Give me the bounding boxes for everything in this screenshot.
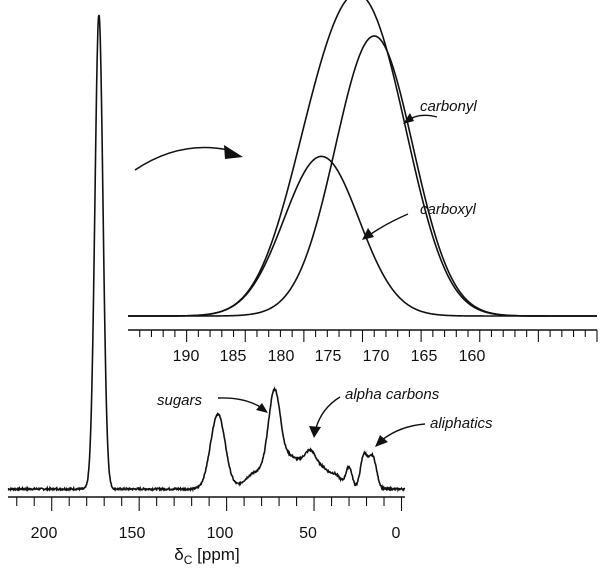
full-tick-labels: 200 150 100 50 0	[31, 525, 401, 542]
arrowhead-carboxyl	[362, 228, 374, 240]
inset-ticks	[139, 330, 598, 342]
sum-trace	[128, 0, 597, 317]
tick-label: 0	[392, 525, 401, 542]
zoom-arrowhead	[224, 145, 243, 159]
full-ticks	[16, 497, 403, 511]
annotation-carbonyl: carbonyl	[420, 98, 477, 115]
arrowhead-aliphatics	[375, 435, 388, 447]
inset-chart: 190 185 180 175 170 165 160 carbonyl car…	[128, 0, 598, 365]
arrowhead-alpha	[309, 426, 321, 438]
full-spectrum-trace	[7, 14, 406, 493]
tick-label: 175	[315, 348, 342, 365]
x-axis-title: δC [ppm]	[174, 545, 239, 567]
full-traces	[7, 14, 406, 493]
tick-label: 160	[459, 348, 486, 365]
tick-label: 190	[173, 348, 200, 365]
inset-traces	[128, 0, 597, 317]
annotation-sugars: sugars	[157, 392, 203, 409]
arrow-carboxyl	[367, 213, 409, 237]
zoom-arrow	[134, 146, 229, 171]
full-spectrum-chart: 200 150 100 50 0 δC [ppm] sugars alpha c…	[7, 14, 493, 567]
tick-label: 100	[207, 525, 234, 542]
tick-label: 185	[220, 348, 247, 365]
annotation-aliphatics: aliphatics	[430, 415, 493, 432]
annotation-carboxyl: carboxyl	[420, 201, 477, 218]
annotation-alpha-carbons: alpha carbons	[345, 386, 440, 403]
arrow-sugars	[217, 397, 263, 409]
tick-label: 170	[363, 348, 390, 365]
arrowhead-carbonyl	[403, 113, 414, 124]
tick-label: 50	[299, 525, 317, 542]
carbonyl-trace	[128, 35, 597, 317]
carboxyl-trace	[128, 155, 597, 317]
tick-label: 150	[119, 525, 146, 542]
arrowhead-sugars	[256, 403, 268, 413]
arrow-alpha	[315, 396, 341, 429]
arrow-aliphatics	[381, 423, 426, 441]
tick-label: 165	[411, 348, 438, 365]
tick-label: 180	[268, 348, 295, 365]
inset-tick-labels: 190 185 180 175 170 165 160	[173, 348, 486, 365]
tick-label: 200	[31, 525, 58, 542]
